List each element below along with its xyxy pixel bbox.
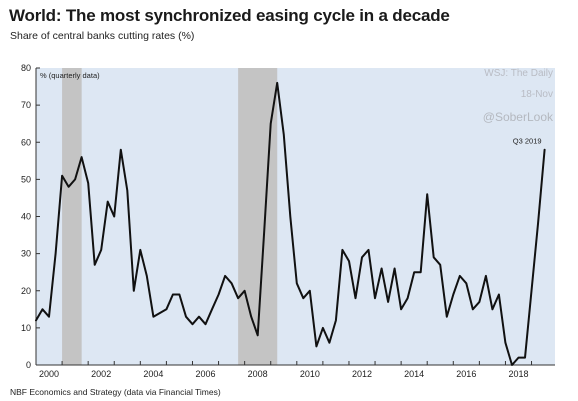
unit-note: % (quarterly data): [40, 71, 100, 80]
x-tick-label-2002: 2002: [91, 369, 111, 379]
x-tick-label-2012: 2012: [352, 369, 372, 379]
watermark-line-2: 18-Nov: [521, 89, 553, 100]
share-cutting-rates-line: [35, 81, 546, 366]
chart-subtitle: Share of central banks cutting rates (%): [10, 30, 195, 42]
y-tick-label-60: 60: [21, 137, 31, 147]
x-tick-label-2000: 2000: [39, 369, 59, 379]
y-tick-label-30: 30: [21, 249, 31, 259]
watermark: WSJ: The Daily 18-Nov @SoberLook: [483, 68, 554, 124]
y-tick-label-10: 10: [21, 323, 31, 333]
x-tick-label-2004: 2004: [143, 369, 163, 379]
y-tick-label-20: 20: [21, 286, 31, 296]
x-tick-label-2018: 2018: [508, 369, 528, 379]
y-tick-label-80: 80: [21, 63, 31, 73]
plot-area: [36, 68, 555, 365]
chart-title: World: The most synchronized easing cycl…: [9, 6, 450, 25]
x-tick-label-2008: 2008: [248, 369, 268, 379]
watermark-line-3: @SoberLook: [483, 110, 554, 124]
x-tick-label-2006: 2006: [196, 369, 216, 379]
axes: 0 10 20 30 40 50 60 70 80 2000 2002 2004 2006 2008 201…: [21, 63, 555, 379]
source-note: NBF Economics and Strategy (data via Fin…: [10, 387, 221, 397]
y-tick-label-0: 0: [26, 360, 31, 370]
series-line: [35, 81, 546, 366]
x-tick-label-2010: 2010: [300, 369, 320, 379]
y-tick-label-40: 40: [21, 212, 31, 222]
y-tick-label-50: 50: [21, 174, 31, 184]
y-tick-label-70: 70: [21, 100, 31, 110]
shaded-period-1: [62, 68, 82, 365]
annotation-label: Q3 2019: [513, 137, 542, 146]
x-tick-label-2014: 2014: [404, 369, 424, 379]
x-tick-label-2016: 2016: [456, 369, 476, 379]
watermark-line-1: WSJ: The Daily: [484, 68, 553, 79]
